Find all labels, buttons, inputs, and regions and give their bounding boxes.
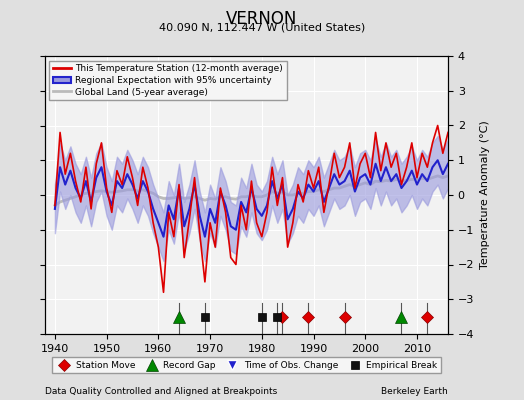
Text: VERNON: VERNON [226,10,298,28]
Text: 40.090 N, 112.447 W (United States): 40.090 N, 112.447 W (United States) [159,22,365,32]
Text: Data Quality Controlled and Aligned at Breakpoints: Data Quality Controlled and Aligned at B… [45,387,277,396]
Legend: Station Move, Record Gap, Time of Obs. Change, Empirical Break: Station Move, Record Gap, Time of Obs. C… [51,357,441,374]
Text: Berkeley Earth: Berkeley Earth [381,387,448,396]
Y-axis label: Temperature Anomaly (°C): Temperature Anomaly (°C) [480,121,490,269]
Legend: This Temperature Station (12-month average), Regional Expectation with 95% uncer: This Temperature Station (12-month avera… [49,60,287,100]
